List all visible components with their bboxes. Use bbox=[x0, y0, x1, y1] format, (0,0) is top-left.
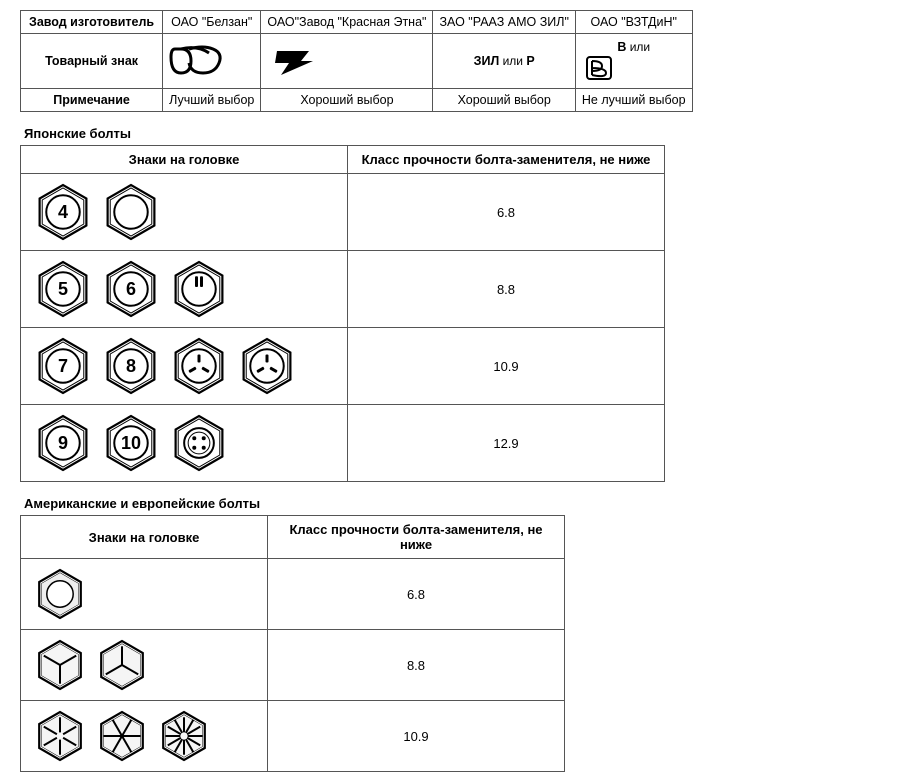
svg-text:9: 9 bbox=[58, 433, 68, 453]
mfr-cell-0-2: ЗАО "РААЗ АМО ЗИЛ" bbox=[433, 11, 575, 34]
amer-table: Знаки на головке Класс прочности болта-з… bbox=[20, 515, 565, 772]
bolt-head-icon: 4 bbox=[33, 182, 93, 242]
table-row: 7 810.9 bbox=[21, 328, 665, 405]
mfr-row-logos: Товарный знак ЗИЛ или Р В или bbox=[21, 34, 693, 89]
bolt-head-icon bbox=[95, 709, 149, 763]
heads-cell bbox=[21, 701, 268, 772]
zil-text: ЗИЛ bbox=[474, 54, 500, 68]
bolt-head-icon: 6 bbox=[101, 259, 161, 319]
amer-th-0: Знаки на головке bbox=[21, 516, 268, 559]
belzan-logo-icon bbox=[167, 43, 227, 79]
mfr-logo-vztdin: В или bbox=[575, 34, 692, 89]
bolt-head-icon bbox=[157, 709, 211, 763]
mfr-logo-zil: ЗИЛ или Р bbox=[433, 34, 575, 89]
table-row: 46.8 bbox=[21, 174, 665, 251]
mfr-cell-0-0: ОАО "Белзан" bbox=[163, 11, 261, 34]
v-or: или bbox=[626, 40, 650, 54]
mfr-row-note: Примечание Лучший выбор Хороший выбор Хо… bbox=[21, 89, 693, 112]
vztdin-logo-icon bbox=[584, 54, 614, 82]
strength-cell: 8.8 bbox=[348, 251, 665, 328]
japan-title: Японские болты bbox=[24, 126, 880, 141]
mfr-cell-0-1: ОАО"Завод "Красная Этна" bbox=[261, 11, 433, 34]
heads-cell: 9 10 bbox=[21, 405, 348, 482]
bolt-head-icon bbox=[33, 709, 87, 763]
bolt-head-icon: 9 bbox=[33, 413, 93, 473]
bolt-head-icon: 10 bbox=[101, 413, 161, 473]
amer-th-1: Класс прочности болта-заменителя, не ниж… bbox=[268, 516, 565, 559]
bolt-head-icon bbox=[169, 336, 229, 396]
mfr-cell-2-0: Лучший выбор bbox=[163, 89, 261, 112]
heads-cell bbox=[21, 630, 268, 701]
svg-text:8: 8 bbox=[126, 356, 136, 376]
bolt-head-icon: 7 bbox=[33, 336, 93, 396]
manufacturer-table: Завод изготовитель ОАО "Белзан" ОАО"Заво… bbox=[20, 10, 693, 112]
japan-th-0: Знаки на головке bbox=[21, 146, 348, 174]
table-row: 9 10 12.9 bbox=[21, 405, 665, 482]
bolt-head-icon: 8 bbox=[101, 336, 161, 396]
zil-or: или bbox=[499, 54, 526, 68]
table-row: 5 6 8.8 bbox=[21, 251, 665, 328]
strength-cell: 10.9 bbox=[348, 328, 665, 405]
bolt-head-icon bbox=[95, 638, 149, 692]
strength-cell: 12.9 bbox=[348, 405, 665, 482]
table-row: 10.9 bbox=[21, 701, 565, 772]
strength-cell: 6.8 bbox=[268, 559, 565, 630]
mfr-rowlabel-0: Завод изготовитель bbox=[21, 11, 163, 34]
strength-cell: 8.8 bbox=[268, 630, 565, 701]
amer-title: Американские и европейские болты bbox=[24, 496, 880, 511]
svg-text:4: 4 bbox=[58, 202, 68, 222]
japan-table: Знаки на головке Класс прочности болта-з… bbox=[20, 145, 665, 482]
bolt-head-icon bbox=[33, 567, 87, 621]
heads-cell: 4 bbox=[21, 174, 348, 251]
svg-text:10: 10 bbox=[121, 433, 141, 453]
etna-logo-icon bbox=[265, 41, 321, 81]
bolt-head-icon bbox=[101, 182, 161, 242]
heads-cell bbox=[21, 559, 268, 630]
strength-cell: 6.8 bbox=[348, 174, 665, 251]
heads-cell: 5 6 bbox=[21, 251, 348, 328]
table-row: 6.8 bbox=[21, 559, 565, 630]
bolt-head-icon bbox=[169, 259, 229, 319]
mfr-cell-0-3: ОАО "ВЗТДиН" bbox=[575, 11, 692, 34]
strength-cell: 10.9 bbox=[268, 701, 565, 772]
bolt-head-icon bbox=[169, 413, 229, 473]
mfr-rowlabel-1: Товарный знак bbox=[21, 34, 163, 89]
zil-text2: Р bbox=[526, 54, 534, 68]
svg-text:6: 6 bbox=[126, 279, 136, 299]
mfr-cell-2-3: Не лучший выбор bbox=[575, 89, 692, 112]
svg-text:7: 7 bbox=[58, 356, 68, 376]
mfr-cell-2-2: Хороший выбор bbox=[433, 89, 575, 112]
mfr-row-header: Завод изготовитель ОАО "Белзан" ОАО"Заво… bbox=[21, 11, 693, 34]
mfr-logo-belzan bbox=[163, 34, 261, 89]
bolt-head-icon: 5 bbox=[33, 259, 93, 319]
mfr-rowlabel-2: Примечание bbox=[21, 89, 163, 112]
bolt-head-icon bbox=[33, 638, 87, 692]
bolt-head-icon bbox=[237, 336, 297, 396]
mfr-cell-2-1: Хороший выбор bbox=[261, 89, 433, 112]
table-row: 8.8 bbox=[21, 630, 565, 701]
heads-cell: 7 8 bbox=[21, 328, 348, 405]
svg-text:5: 5 bbox=[58, 279, 68, 299]
japan-th-1: Класс прочности болта-заменителя, не ниж… bbox=[348, 146, 665, 174]
mfr-logo-etna bbox=[261, 34, 433, 89]
